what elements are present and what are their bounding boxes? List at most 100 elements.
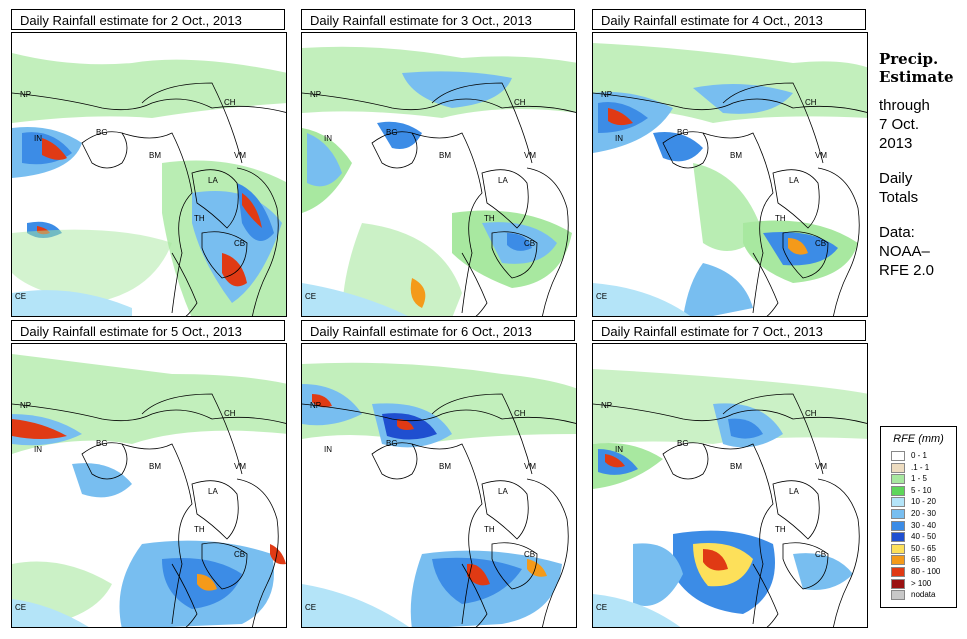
country-label-bg: BG xyxy=(96,128,108,137)
legend-swatch xyxy=(891,578,905,589)
legend-title: RFE (mm) xyxy=(893,433,944,445)
legend-swatch xyxy=(891,567,905,577)
country-label-cb: CB xyxy=(815,239,826,248)
rain-shading xyxy=(302,362,576,627)
country-label-bg: BG xyxy=(386,439,398,448)
country-label-vm: VM xyxy=(815,462,827,471)
rainfall-map: NP CH IN BG BM VM LA TH CB CE xyxy=(301,32,577,317)
legend-label: 80 - 100 xyxy=(911,567,941,576)
country-label-la: LA xyxy=(208,487,218,496)
country-label-bm: BM xyxy=(149,462,161,471)
country-label-ch: CH xyxy=(805,98,817,107)
caption-data-line1: Data: xyxy=(879,224,915,241)
legend-swatch xyxy=(891,520,905,531)
country-label-bm: BM xyxy=(439,462,451,471)
legend-label: > 100 xyxy=(911,578,932,588)
legend-swatch xyxy=(891,509,905,519)
rainfall-panel-oct-3: Daily Rainfall estimate for 3 Oct., 2013 xyxy=(301,9,577,317)
legend-label: 20 - 30 xyxy=(911,509,936,518)
rainfall-panel-oct-2: Daily Rainfall estimate for 2 Oct., 2013 xyxy=(11,9,287,317)
borders xyxy=(593,393,867,627)
legend-label: 10 - 20 xyxy=(911,497,936,507)
country-label-in: IN xyxy=(34,134,42,143)
caption-title-line1: Precip. xyxy=(879,50,939,68)
legend-label: 40 - 50 xyxy=(911,532,936,542)
legend-label: 5 - 10 xyxy=(911,485,932,495)
country-label-vm: VM xyxy=(234,151,246,160)
legend-label: nodata xyxy=(911,590,936,600)
country-label-cb: CB xyxy=(524,239,535,248)
country-label-ce: CE xyxy=(596,603,607,612)
country-label-bm: BM xyxy=(730,151,742,160)
country-label-th: TH xyxy=(194,214,205,223)
country-label-np: NP xyxy=(601,90,612,99)
map-svg: NP CH IN BG BM VM LA TH CB CE xyxy=(302,46,576,316)
caption-title-line2: Estimate xyxy=(879,68,954,86)
country-label-th: TH xyxy=(484,525,495,534)
country-label-np: NP xyxy=(20,90,31,99)
country-label-bg: BG xyxy=(96,439,108,448)
borders xyxy=(12,393,286,627)
caption-date-line2: 2013 xyxy=(879,135,913,152)
country-label-in: IN xyxy=(324,134,332,143)
borders xyxy=(302,82,576,316)
legend-label: 65 - 80 xyxy=(911,555,936,565)
country-label-in: IN xyxy=(615,445,623,454)
country-label-bm: BM xyxy=(439,151,451,160)
rainfall-panel-oct-6: Daily Rainfall estimate for 6 Oct., 2013 xyxy=(301,320,577,628)
country-label-bm: BM xyxy=(149,151,161,160)
legend-swatch xyxy=(891,497,905,508)
country-label-bg: BG xyxy=(677,128,689,137)
country-label-vm: VM xyxy=(524,151,536,160)
caption-daily-line1: Daily xyxy=(879,170,913,187)
borders xyxy=(12,82,286,316)
map-svg: NP CH IN BG BM VM LA TH CB CE xyxy=(12,354,286,627)
country-label-th: TH xyxy=(775,214,786,223)
legend-swatch xyxy=(891,485,905,496)
panel-title: Daily Rainfall estimate for 3 Oct., 2013 xyxy=(301,9,575,30)
legend-swatch xyxy=(891,532,905,543)
country-label-ce: CE xyxy=(596,292,607,301)
country-label-ce: CE xyxy=(15,603,26,612)
panel-title: Daily Rainfall estimate for 4 Oct., 2013 xyxy=(592,9,866,30)
borders xyxy=(593,82,867,316)
country-label-ce: CE xyxy=(15,292,26,301)
legend-swatch xyxy=(891,474,905,485)
legend-label: 1 - 5 xyxy=(911,474,928,484)
rainfall-panel-oct-4: Daily Rainfall estimate for 4 Oct., 2013 xyxy=(592,9,868,317)
panel-title: Daily Rainfall estimate for 6 Oct., 2013 xyxy=(301,320,575,341)
country-label-th: TH xyxy=(194,525,205,534)
panel-title: Daily Rainfall estimate for 7 Oct., 2013 xyxy=(592,320,866,341)
caption-through: through xyxy=(879,97,930,114)
country-label-in: IN xyxy=(324,445,332,454)
country-label-np: NP xyxy=(20,401,31,410)
legend-label: 50 - 65 xyxy=(911,543,936,553)
country-label-ch: CH xyxy=(805,409,817,418)
country-label-ce: CE xyxy=(305,292,316,301)
rainfall-map: NP CH IN BG BM VM LA TH CB CE xyxy=(11,343,287,628)
caption-data-line3: RFE 2.0 xyxy=(879,262,935,279)
rainfall-map: NP CH IN BG BM VM LA TH CB CE xyxy=(592,343,868,628)
country-label-ce: CE xyxy=(305,603,316,612)
country-label-np: NP xyxy=(310,401,321,410)
country-label-bg: BG xyxy=(386,128,398,137)
country-label-bm: BM xyxy=(730,462,742,471)
rain-shading xyxy=(593,43,867,316)
legend-swatch xyxy=(891,543,905,554)
country-label-cb: CB xyxy=(524,550,535,559)
country-label-cb: CB xyxy=(234,239,245,248)
rainfall-map: NP CH IN BG BM VM LA TH CB CE xyxy=(301,343,577,628)
country-label-in: IN xyxy=(34,445,42,454)
figure-caption: Precip. Estimate through 7 Oct. 2013 Dai… xyxy=(879,50,967,280)
borders xyxy=(302,393,576,627)
map-svg: NP CH IN BG BM VM LA TH CB CE xyxy=(302,362,576,627)
country-label-ch: CH xyxy=(514,409,526,418)
rain-shading xyxy=(302,46,576,316)
legend-swatch xyxy=(891,590,905,601)
country-label-ch: CH xyxy=(224,98,236,107)
rainfall-map: NP CH IN BG BM VM LA TH CB CE xyxy=(592,32,868,317)
country-label-bg: BG xyxy=(677,439,689,448)
legend-label: .1 - 1 xyxy=(911,462,930,472)
